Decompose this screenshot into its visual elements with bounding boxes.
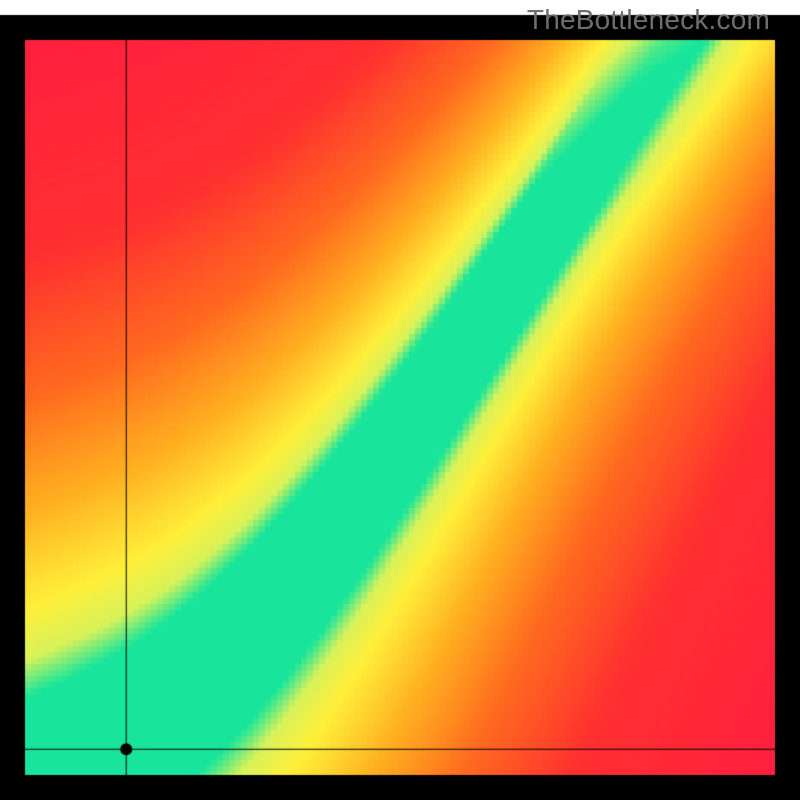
watermark-text: TheBottleneck.com (527, 4, 770, 36)
bottleneck-heatmap-canvas (0, 0, 800, 800)
chart-container: TheBottleneck.com (0, 0, 800, 800)
